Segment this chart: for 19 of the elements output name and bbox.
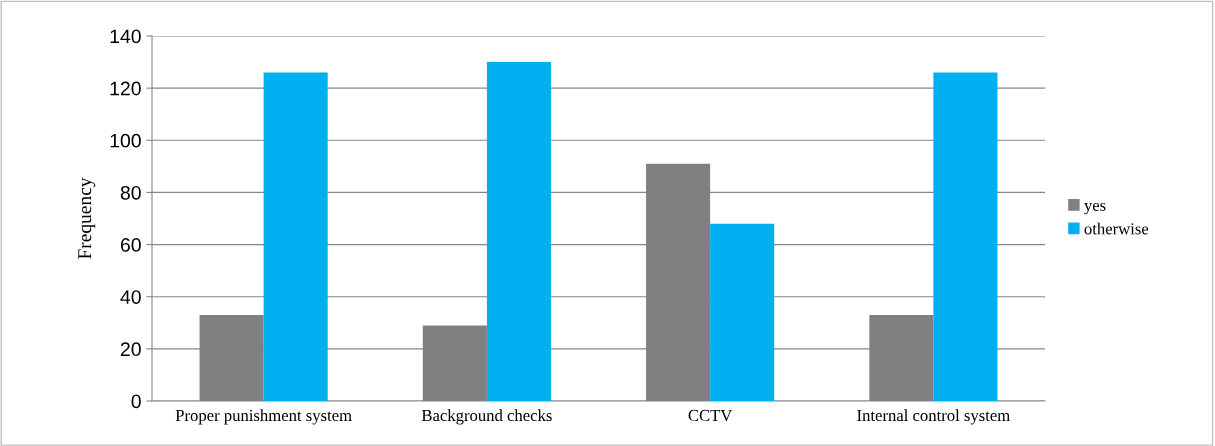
x-tick-label: Background checks [421,409,552,425]
x-tick-label: CCTV [688,409,733,422]
y-tick-label: 20 [120,342,141,357]
x-tick-label: Internal control system [857,409,1010,425]
y-tick-label: 140 [110,29,141,44]
bar [710,223,775,401]
y-tick-label: 80 [120,185,141,200]
y-tick-label: 60 [120,238,141,252]
x-tick-label: Proper punishment system [175,409,352,425]
bar [486,62,551,401]
y-tick-label: 100 [110,133,141,148]
y-tick-label: 120 [110,81,141,96]
legend-label: yes [1084,202,1106,215]
bar [263,72,328,401]
bar [933,72,998,401]
y-tick-label: 40 [120,290,141,304]
legend-label: otherwise [1084,222,1149,235]
y-axis-title: Frequency [78,177,96,259]
y-tick-label: 0 [131,394,141,409]
